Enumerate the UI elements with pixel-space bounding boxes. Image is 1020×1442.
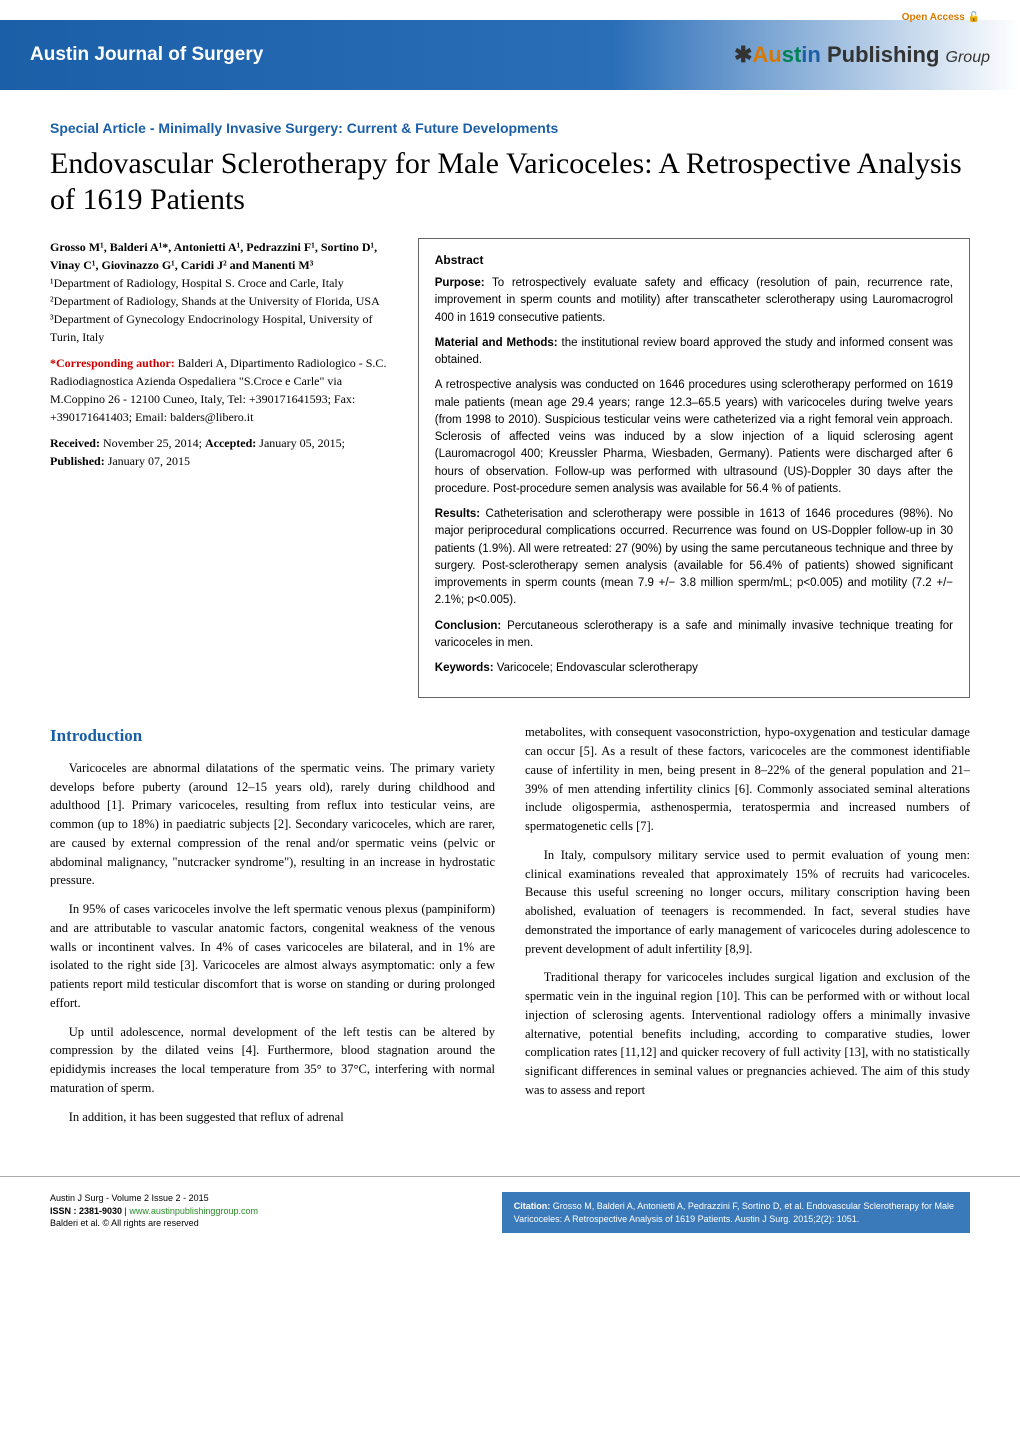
affiliation-3: ³Department of Gynecology Endocrinology … xyxy=(50,310,388,346)
author-list: Grosso M¹, Balderi A¹*, Antonietti A¹, P… xyxy=(50,240,377,272)
abstract-box: Abstract Purpose: To retrospectively eva… xyxy=(418,238,970,698)
publisher-logo: ✱Austin Publishing Group xyxy=(734,42,990,68)
journal-name: Austin Journal of Surgery xyxy=(30,44,263,66)
body-paragraph: Up until adolescence, normal development… xyxy=(50,1023,495,1098)
body-paragraph: In 95% of cases varicoceles involve the … xyxy=(50,900,495,1013)
citation-label: Citation: xyxy=(514,1201,551,1211)
body-paragraph: metabolites, with consequent vasoconstri… xyxy=(525,723,970,836)
conclusion-text: Percutaneous sclerotherapy is a safe and… xyxy=(435,620,953,649)
body-paragraph: In Italy, compulsory military service us… xyxy=(525,846,970,959)
abstract-heading: Abstract xyxy=(435,251,953,269)
received-label: Received: xyxy=(50,436,100,450)
citation-text: Grosso M, Balderi A, Antonietti A, Pedra… xyxy=(514,1201,954,1224)
corresponding-label: *Corresponding author: xyxy=(50,356,175,370)
affiliation-1: ¹Department of Radiology, Hospital S. Cr… xyxy=(50,274,388,292)
body-paragraph: Varicoceles are abnormal dilatations of … xyxy=(50,759,495,890)
meta-block: Grosso M¹, Balderi A¹*, Antonietti A¹, P… xyxy=(50,238,388,698)
header-bar: Austin Journal of Surgery ✱Austin Publis… xyxy=(0,20,1020,90)
accepted-label: Accepted: xyxy=(205,436,256,450)
methods-label: Material and Methods: xyxy=(435,337,558,349)
meta-abstract-row: Grosso M¹, Balderi A¹*, Antonietti A¹, P… xyxy=(50,238,970,698)
rights: Balderi et al. © All rights are reserved xyxy=(50,1217,482,1230)
results-label: Results: xyxy=(435,508,480,520)
article-title: Endovascular Sclerotherapy for Male Vari… xyxy=(50,146,970,218)
footer-citation: Citation: Grosso M, Balderi A, Antoniett… xyxy=(502,1192,970,1233)
publisher-url[interactable]: www.austinpublishinggroup.com xyxy=(129,1206,258,1216)
footer: Austin J Surg - Volume 2 Issue 2 - 2015 … xyxy=(0,1176,1020,1263)
body-columns: Introduction Varicoceles are abnormal di… xyxy=(50,723,970,1136)
purpose-text: To retrospectively evaluate safety and e… xyxy=(435,277,953,324)
lock-icon: 🔓 xyxy=(968,12,980,23)
body-paragraph: In addition, it has been suggested that … xyxy=(50,1108,495,1127)
purpose-label: Purpose: xyxy=(435,277,485,289)
methods-text-2: A retrospective analysis was conducted o… xyxy=(435,377,953,498)
affiliation-2: ²Department of Radiology, Shands at the … xyxy=(50,292,388,310)
volume-info: Austin J Surg - Volume 2 Issue 2 - 2015 xyxy=(50,1192,482,1205)
conclusion-label: Conclusion: xyxy=(435,620,501,632)
right-column: metabolites, with consequent vasoconstri… xyxy=(525,723,970,1136)
published-label: Published: xyxy=(50,454,105,468)
published-date: January 07, 2015 xyxy=(108,454,190,468)
body-paragraph: Traditional therapy for varicoceles incl… xyxy=(525,968,970,1099)
open-access-label: Open Access 🔓 xyxy=(902,12,980,23)
article-type: Special Article - Minimally Invasive Sur… xyxy=(50,120,970,136)
main-content: Special Article - Minimally Invasive Sur… xyxy=(0,90,1020,1156)
received-date: November 25, 2014; xyxy=(103,436,202,450)
keywords-text: Varicocele; Endovascular sclerotherapy xyxy=(497,662,698,674)
results-text: Catheterisation and sclerotherapy were p… xyxy=(435,508,953,606)
introduction-heading: Introduction xyxy=(50,723,495,749)
left-column: Introduction Varicoceles are abnormal di… xyxy=(50,723,495,1136)
issn-label: ISSN : 2381-9030 xyxy=(50,1206,122,1216)
keywords-label: Keywords: xyxy=(435,662,494,674)
logo-icon: ✱ xyxy=(734,42,752,67)
accepted-date: January 05, 2015; xyxy=(259,436,345,450)
footer-left: Austin J Surg - Volume 2 Issue 2 - 2015 … xyxy=(50,1192,482,1233)
